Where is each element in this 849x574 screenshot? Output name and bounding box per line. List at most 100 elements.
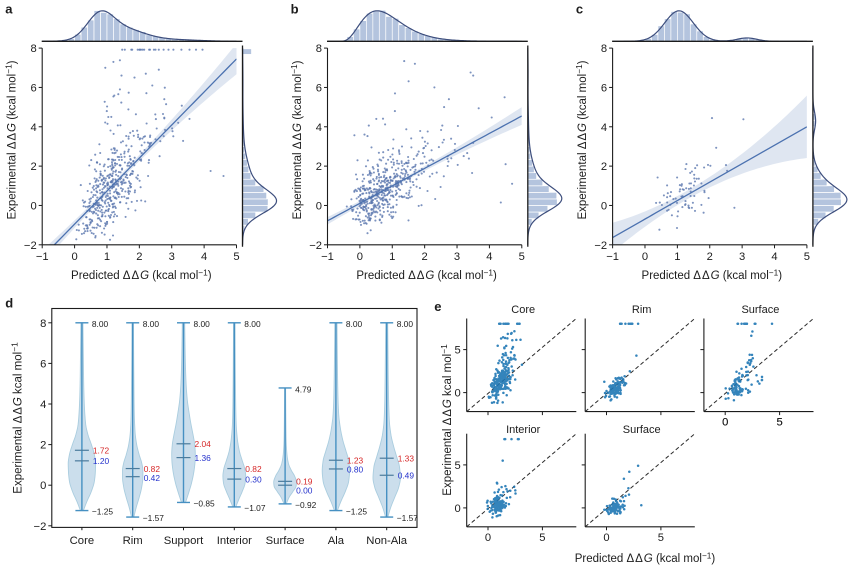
svg-text:c: c	[576, 1, 583, 16]
svg-text:Surface: Surface	[623, 424, 661, 436]
svg-text:8: 8	[601, 43, 607, 55]
svg-text:d: d	[5, 296, 13, 311]
svg-text:−2: −2	[594, 240, 607, 252]
svg-text:1: 1	[389, 251, 395, 263]
svg-text:8.00: 8.00	[397, 319, 414, 329]
svg-text:0: 0	[601, 201, 607, 213]
svg-text:8.00: 8.00	[194, 319, 211, 329]
svg-text:8.00: 8.00	[92, 319, 109, 329]
svg-text:Predicted Δ Δ G (kcal mol−1): Predicted Δ Δ G (kcal mol−1)	[642, 267, 783, 282]
svg-text:2: 2	[707, 251, 713, 263]
svg-text:−1: −1	[36, 251, 49, 263]
svg-text:4: 4	[40, 399, 46, 411]
svg-text:0: 0	[642, 251, 648, 263]
svg-text:Experimental Δ Δ G (kcal mol−1: Experimental Δ Δ G (kcal mol−1)	[574, 60, 589, 219]
svg-text:8.00: 8.00	[143, 319, 160, 329]
svg-text:5: 5	[454, 345, 460, 357]
svg-text:4: 4	[30, 122, 36, 134]
svg-text:Experimental Δ Δ G (kcal mol−1: Experimental Δ Δ G (kcal mol−1)	[289, 60, 304, 219]
svg-text:1.36: 1.36	[195, 453, 212, 463]
svg-text:4: 4	[771, 251, 777, 263]
svg-text:2: 2	[30, 161, 36, 173]
svg-text:−1: −1	[606, 251, 619, 263]
svg-text:Core: Core	[511, 304, 535, 316]
svg-text:2: 2	[316, 161, 322, 173]
svg-text:0.42: 0.42	[144, 473, 161, 483]
svg-text:e: e	[434, 299, 441, 314]
svg-text:Predicted Δ Δ G (kcal mol−1): Predicted Δ Δ G (kcal mol−1)	[356, 267, 497, 282]
svg-text:2: 2	[421, 251, 427, 263]
svg-text:2.04: 2.04	[195, 439, 212, 449]
svg-text:−0.92: −0.92	[295, 500, 317, 510]
svg-text:1.20: 1.20	[93, 456, 110, 466]
svg-text:1.72: 1.72	[93, 446, 110, 456]
svg-text:Experimental Δ Δ G kcal mol−1: Experimental Δ Δ G kcal mol−1	[10, 342, 25, 494]
svg-text:2: 2	[136, 251, 142, 263]
svg-text:Non-Ala: Non-Ala	[366, 535, 408, 547]
svg-text:0: 0	[40, 480, 46, 492]
svg-text:Experimental Δ Δ G (kcal mol−1: Experimental Δ Δ G (kcal mol−1)	[4, 60, 19, 219]
svg-text:−1.25: −1.25	[346, 507, 368, 517]
svg-text:4.79: 4.79	[295, 384, 312, 394]
svg-text:6: 6	[316, 82, 322, 94]
svg-text:3: 3	[169, 251, 175, 263]
svg-text:5: 5	[776, 417, 782, 429]
svg-text:−0.85: −0.85	[194, 499, 216, 509]
svg-text:Ala: Ala	[328, 535, 345, 547]
svg-text:0: 0	[316, 201, 322, 213]
svg-text:3: 3	[739, 251, 745, 263]
svg-text:0: 0	[71, 251, 77, 263]
svg-text:4: 4	[201, 251, 207, 263]
svg-text:−1: −1	[321, 251, 334, 263]
svg-text:−1.25: −1.25	[92, 507, 114, 517]
svg-text:8.00: 8.00	[346, 319, 363, 329]
svg-text:0.80: 0.80	[347, 464, 364, 474]
svg-text:1: 1	[674, 251, 680, 263]
svg-text:Interior: Interior	[506, 424, 541, 436]
svg-text:−2: −2	[24, 240, 37, 252]
svg-text:Surface: Surface	[266, 535, 305, 547]
svg-text:6: 6	[40, 358, 46, 370]
svg-text:6: 6	[30, 82, 36, 94]
svg-text:4: 4	[316, 122, 322, 134]
svg-text:−2: −2	[309, 240, 322, 252]
svg-text:Rim: Rim	[123, 535, 143, 547]
svg-text:0: 0	[454, 388, 460, 400]
svg-text:0: 0	[30, 201, 36, 213]
svg-text:Predicted Δ Δ G (kcal mol−1): Predicted Δ Δ G (kcal mol−1)	[71, 267, 212, 282]
svg-text:a: a	[5, 1, 13, 16]
svg-text:1: 1	[104, 251, 110, 263]
svg-text:0: 0	[485, 532, 491, 544]
svg-text:0: 0	[454, 503, 460, 515]
svg-text:5: 5	[519, 251, 525, 263]
svg-text:5: 5	[539, 532, 545, 544]
svg-text:2: 2	[601, 161, 607, 173]
svg-text:Surface: Surface	[741, 304, 779, 316]
svg-text:Experimental Δ Δ G kcal mol−1: Experimental Δ Δ G kcal mol−1	[439, 344, 454, 496]
svg-text:8: 8	[316, 43, 322, 55]
svg-text:Support: Support	[164, 535, 204, 547]
svg-text:Rim: Rim	[632, 304, 652, 316]
svg-text:b: b	[291, 1, 299, 16]
svg-text:3: 3	[454, 251, 460, 263]
svg-text:−2: −2	[34, 521, 47, 533]
svg-text:Predicted Δ Δ G (kcal mol−1): Predicted Δ Δ G (kcal mol−1)	[575, 550, 716, 565]
svg-text:Core: Core	[70, 535, 95, 547]
svg-text:0: 0	[357, 251, 363, 263]
svg-text:5: 5	[804, 251, 810, 263]
svg-text:8: 8	[30, 43, 36, 55]
svg-text:0: 0	[603, 532, 609, 544]
svg-text:0.30: 0.30	[245, 474, 262, 484]
svg-text:0: 0	[722, 417, 728, 429]
svg-text:4: 4	[601, 122, 607, 134]
svg-text:−1.07: −1.07	[244, 503, 266, 513]
svg-text:4: 4	[486, 251, 492, 263]
svg-text:5: 5	[658, 532, 664, 544]
svg-text:−1.57: −1.57	[143, 513, 165, 523]
svg-text:5: 5	[454, 460, 460, 472]
svg-text:8: 8	[40, 318, 46, 330]
svg-text:0.82: 0.82	[245, 464, 262, 474]
svg-text:−1.57: −1.57	[397, 513, 419, 523]
svg-text:1.33: 1.33	[398, 453, 415, 463]
svg-text:Interior: Interior	[217, 535, 252, 547]
